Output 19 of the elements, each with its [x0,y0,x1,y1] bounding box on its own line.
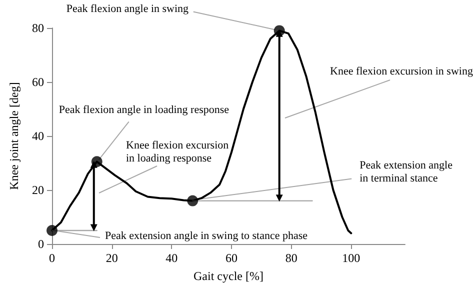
y-tick-label: 0 [38,237,44,251]
annotation: Knee flexion excursion in swing [330,66,474,78]
x-tick-label: 60 [225,251,238,265]
x-tick-label: 100 [342,251,360,265]
annotation: Peak extension angle in swing to stance phase [105,230,308,242]
x-tick-label: 80 [285,251,298,265]
annotation: Peak extension angle in terminal stance [360,159,453,184]
x-tick-label: 20 [106,251,118,265]
x-axis-title: Gait cycle [%] [194,269,264,283]
x-tick-label: 0 [49,251,55,265]
annotation: Knee flexion excursion in loading response [126,140,230,164]
annotation: Peak flexion angle in loading response [58,104,230,116]
y-axis-title: Knee joint angle [deg] [7,82,21,190]
y-tick-label: 40 [32,129,44,143]
y-tick-label: 60 [32,75,44,89]
annotation: Peak flexion angle in swing [66,3,190,16]
x-tick-label: 40 [166,251,178,265]
y-tick-label: 80 [32,21,44,35]
y-tick-label: 20 [32,183,44,197]
